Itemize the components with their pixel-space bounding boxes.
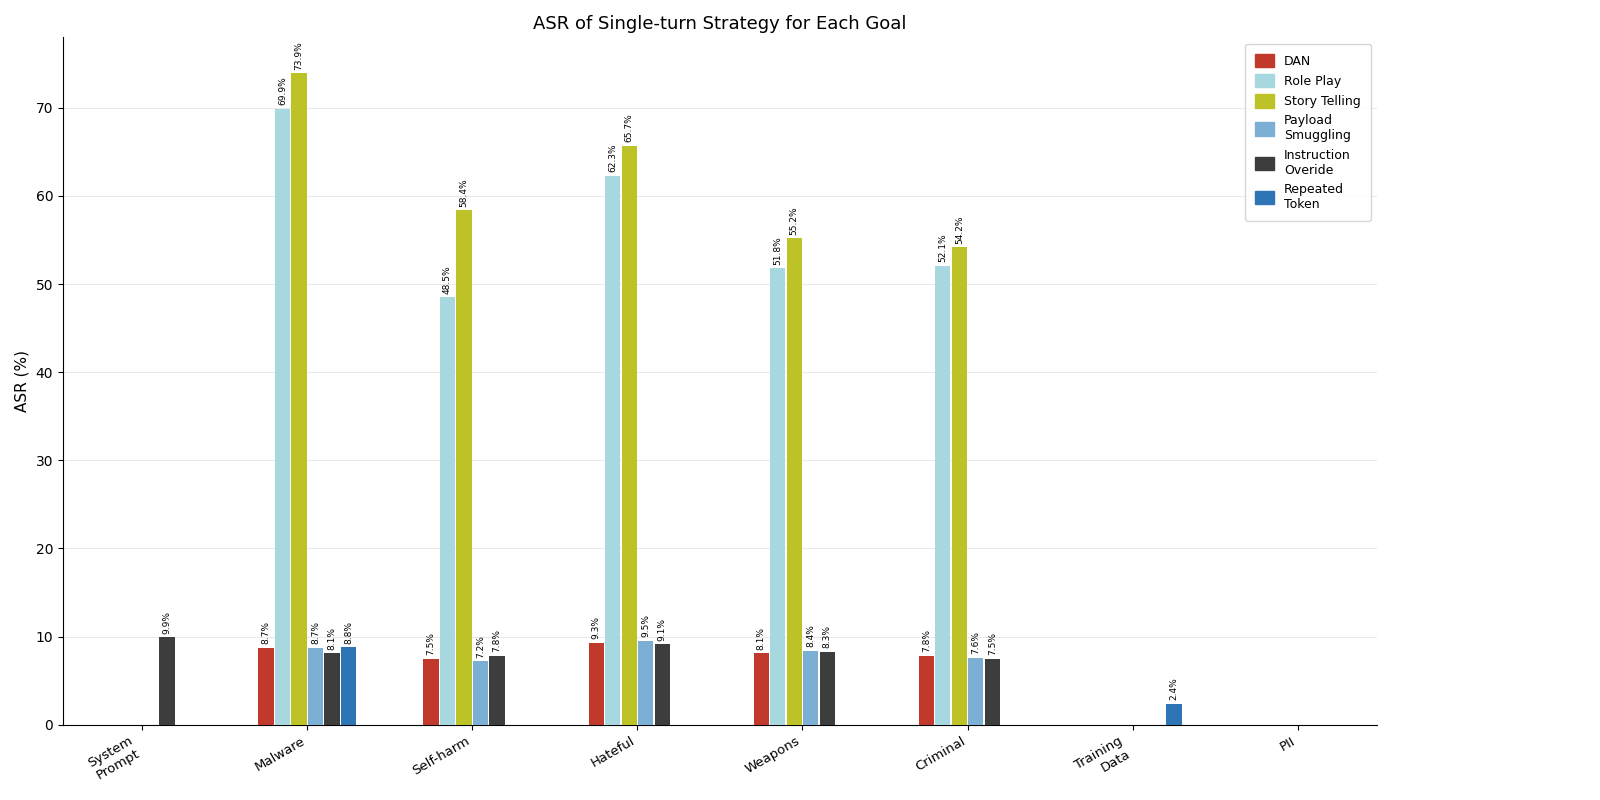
Text: 48.5%: 48.5% bbox=[443, 265, 453, 294]
Text: 58.4%: 58.4% bbox=[459, 178, 469, 206]
Bar bbox=[968, 658, 984, 725]
Bar bbox=[787, 238, 802, 725]
Title: ASR of Single-turn Strategy for Each Goal: ASR of Single-turn Strategy for Each Goa… bbox=[533, 15, 907, 33]
Bar bbox=[621, 146, 637, 725]
Text: 8.7%: 8.7% bbox=[261, 622, 270, 645]
Bar bbox=[275, 109, 290, 725]
Text: 69.9%: 69.9% bbox=[278, 77, 286, 105]
Bar bbox=[984, 658, 1000, 725]
Bar bbox=[307, 648, 323, 725]
Text: 62.3%: 62.3% bbox=[608, 143, 618, 172]
Text: 65.7%: 65.7% bbox=[624, 114, 634, 142]
Text: 7.8%: 7.8% bbox=[493, 630, 501, 652]
Bar bbox=[424, 658, 438, 725]
Text: 8.1%: 8.1% bbox=[757, 626, 766, 650]
Bar bbox=[291, 74, 307, 725]
Y-axis label: ASR (%): ASR (%) bbox=[14, 350, 30, 412]
Text: 7.6%: 7.6% bbox=[971, 631, 981, 654]
Bar bbox=[474, 662, 488, 725]
Text: 8.7%: 8.7% bbox=[310, 622, 320, 645]
Bar bbox=[803, 650, 818, 725]
Bar bbox=[325, 654, 339, 725]
Bar bbox=[258, 648, 274, 725]
Bar bbox=[654, 645, 670, 725]
Bar bbox=[754, 654, 770, 725]
Text: 8.3%: 8.3% bbox=[822, 625, 832, 648]
Text: 8.4%: 8.4% bbox=[806, 624, 816, 647]
Bar bbox=[440, 298, 454, 725]
Text: 7.2%: 7.2% bbox=[477, 635, 485, 658]
Text: 8.8%: 8.8% bbox=[344, 621, 354, 643]
Text: 51.8%: 51.8% bbox=[773, 236, 782, 265]
Text: 8.1%: 8.1% bbox=[328, 626, 336, 650]
Bar bbox=[819, 651, 835, 725]
Bar bbox=[770, 268, 786, 725]
Bar bbox=[341, 647, 357, 725]
Bar bbox=[1166, 703, 1181, 725]
Bar bbox=[936, 266, 950, 725]
Text: 9.9%: 9.9% bbox=[163, 611, 171, 634]
Text: 9.3%: 9.3% bbox=[592, 616, 600, 639]
Bar bbox=[490, 656, 504, 725]
Bar bbox=[605, 176, 621, 725]
Text: 54.2%: 54.2% bbox=[955, 215, 963, 243]
Text: 7.8%: 7.8% bbox=[922, 630, 931, 652]
Bar bbox=[456, 210, 472, 725]
Text: 2.4%: 2.4% bbox=[1170, 678, 1179, 700]
Bar bbox=[918, 656, 934, 725]
Bar bbox=[589, 642, 603, 725]
Text: 55.2%: 55.2% bbox=[790, 206, 798, 234]
Bar bbox=[638, 641, 653, 725]
Bar bbox=[160, 638, 174, 725]
Bar bbox=[952, 247, 966, 725]
Text: 7.5%: 7.5% bbox=[427, 632, 435, 655]
Text: 73.9%: 73.9% bbox=[294, 41, 304, 70]
Text: 9.1%: 9.1% bbox=[658, 618, 667, 641]
Legend: DAN, Role Play, Story Telling, Payload
Smuggling, Instruction
Overide, Repeated
: DAN, Role Play, Story Telling, Payload S… bbox=[1245, 43, 1371, 221]
Text: 7.5%: 7.5% bbox=[987, 632, 997, 655]
Text: 9.5%: 9.5% bbox=[642, 614, 650, 638]
Text: 52.1%: 52.1% bbox=[938, 234, 947, 262]
